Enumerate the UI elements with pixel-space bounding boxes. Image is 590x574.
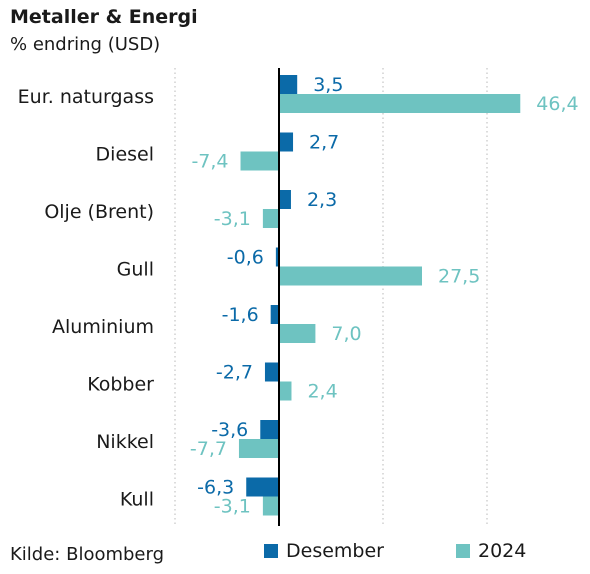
data-label: -3,6: [211, 419, 248, 441]
bar: [279, 381, 292, 401]
category-label: Kull: [120, 489, 154, 511]
data-label: 7,0: [331, 323, 361, 345]
category-label: Diesel: [96, 144, 154, 166]
bar: [262, 496, 279, 516]
data-label: -6,3: [197, 477, 234, 499]
data-label: 2,4: [307, 381, 337, 403]
bar: [279, 132, 294, 152]
bar: [279, 324, 316, 343]
source-note: Kilde: Bloomberg: [10, 544, 165, 565]
bar: [275, 247, 279, 267]
bar: [260, 420, 279, 439]
bar: [246, 477, 279, 497]
data-label: -7,4: [191, 151, 228, 173]
legend-swatch-desember: [264, 544, 278, 558]
legend-label-desember: Desember: [286, 540, 384, 562]
legend-desember: Desember: [264, 540, 384, 562]
category-label: Olje (Brent): [44, 201, 154, 223]
data-label: 46,4: [536, 93, 578, 115]
bar: [264, 362, 279, 382]
data-label: -7,7: [190, 438, 227, 460]
bar: [270, 305, 279, 324]
bar: [240, 151, 279, 171]
data-label: 2,3: [307, 189, 337, 211]
data-label: -3,1: [214, 496, 251, 518]
bar: [262, 209, 279, 228]
data-label: -1,6: [222, 304, 259, 326]
category-label: Nikkel: [96, 431, 154, 453]
bar: [279, 266, 422, 286]
legend-label-2024: 2024: [478, 540, 527, 562]
category-label: Eur. naturgass: [18, 86, 154, 108]
chart-subtitle: % endring (USD): [10, 34, 161, 55]
data-label: 27,5: [438, 266, 480, 288]
chart-title: Metaller & Energi: [10, 6, 198, 28]
legend-2024: 2024: [456, 540, 526, 562]
data-label: -2,7: [216, 362, 253, 384]
category-label: Aluminium: [52, 316, 154, 338]
bar: [238, 439, 279, 458]
bar: [279, 75, 298, 94]
data-label: 2,7: [309, 132, 339, 154]
bar: [279, 190, 291, 209]
bar: [279, 94, 521, 113]
category-label: Kobber: [87, 374, 154, 396]
data-label: 3,5: [313, 74, 343, 96]
data-label: -3,1: [214, 208, 251, 230]
legend-swatch-2024: [456, 544, 470, 558]
category-label: Gull: [117, 259, 154, 281]
data-label: -0,6: [227, 247, 264, 269]
